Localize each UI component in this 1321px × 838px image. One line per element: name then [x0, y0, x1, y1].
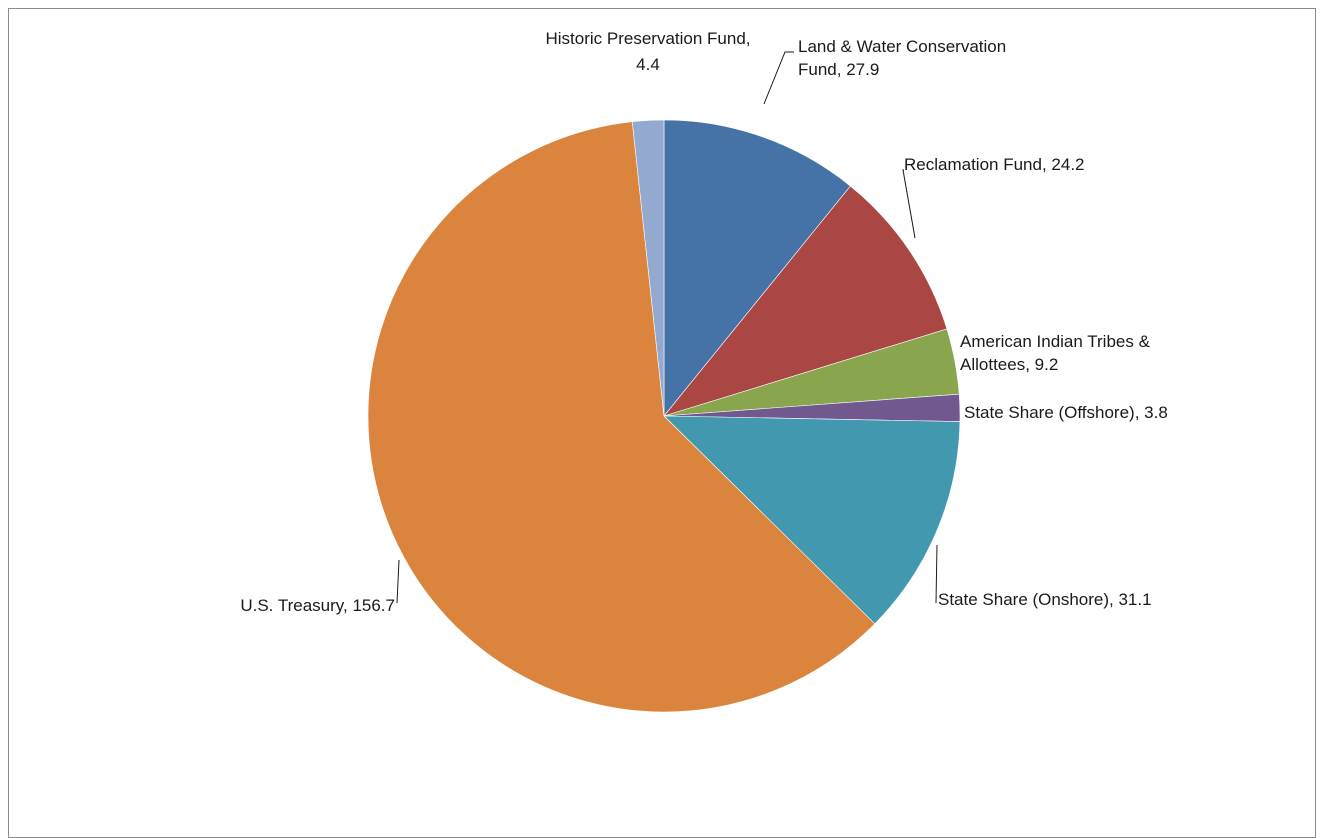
data-label-line: Fund, 27.9 [798, 60, 879, 79]
data-label-line: State Share (Onshore), 31.1 [938, 590, 1152, 609]
data-label-line: Allottees, 9.2 [960, 355, 1058, 374]
pie-slice-land-water-conservation-fund [663, 119, 851, 417]
data-label-line: U.S. Treasury, 156.7 [240, 596, 395, 615]
data-label-line: State Share (Offshore), 3.8 [964, 403, 1168, 422]
data-label-line: 4.4 [636, 55, 660, 74]
data-label-line: American Indian Tribes & [960, 332, 1151, 351]
data-label-land-water-conservation-fund: Land & Water Conservation Fund, 27.9 [798, 37, 1006, 79]
data-label-state-share-offshore: State Share (Offshore), 3.8 [964, 403, 1168, 422]
leader-line [935, 544, 938, 604]
leader-line [396, 559, 400, 604]
pie-slice-state-share-onshore [663, 415, 961, 625]
pie-chart: Land & Water Conservation Fund, 27.9 Recla… [240, 29, 1168, 713]
data-label-u-s-treasury: U.S. Treasury, 156.7 [240, 596, 395, 615]
data-label-line: Land & Water Conservation [798, 37, 1006, 56]
data-label-historic-preservation-fund: Historic Preservation Fund, 4.4 [545, 29, 750, 74]
data-label-line: Reclamation Fund, 24.2 [904, 155, 1085, 174]
data-label-line: Historic Preservation Fund, [545, 29, 750, 48]
leader-line [763, 51, 794, 105]
data-label-american-indian-tribes-allottees: American Indian Tribes & Allottees, 9.2 [960, 332, 1151, 374]
data-label-state-share-onshore: State Share (Onshore), 31.1 [938, 590, 1152, 609]
pie-slice-u-s-treasury [367, 121, 876, 713]
pie-slice-historic-preservation-fund [631, 119, 665, 417]
leader-line [902, 169, 916, 239]
pie-slice-reclamation-fund [663, 185, 948, 417]
data-label-reclamation-fund: Reclamation Fund, 24.2 [904, 155, 1085, 174]
